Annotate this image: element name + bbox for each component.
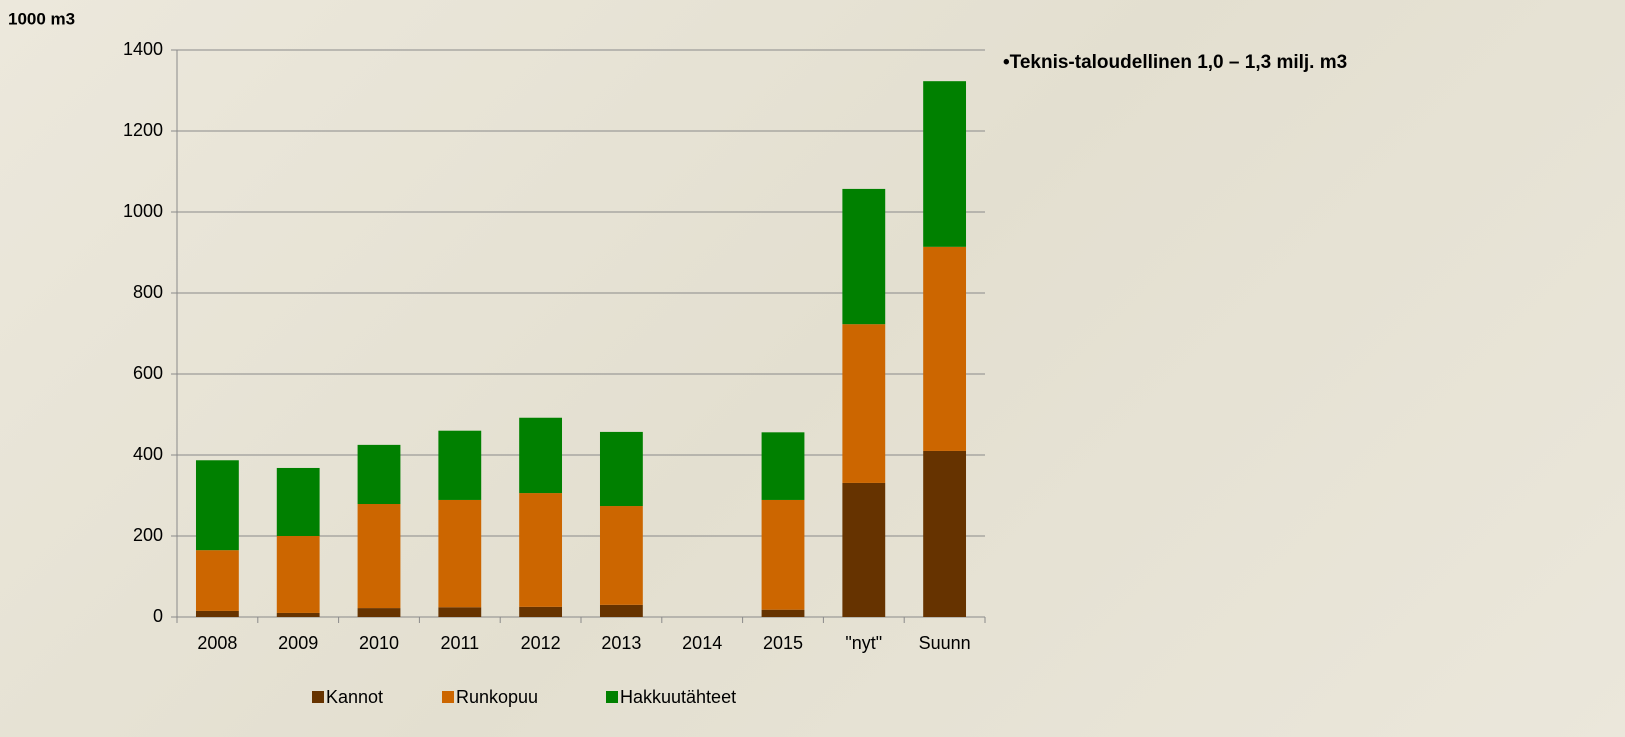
y-tick-label: 1000 xyxy=(123,201,163,221)
bar-segment xyxy=(519,493,563,607)
bar-segment xyxy=(438,430,482,500)
x-tick-label: 2010 xyxy=(359,633,399,653)
legend-label: Kannot xyxy=(326,687,383,707)
y-tick-label: 400 xyxy=(133,444,163,464)
x-tick-label: 2008 xyxy=(197,633,237,653)
bar-segment xyxy=(761,609,805,617)
legend-label: Hakkuutähteet xyxy=(620,687,736,707)
y-axis-label: 1000 m3 xyxy=(8,9,75,28)
x-tick-label: 2014 xyxy=(682,633,722,653)
bar-segment xyxy=(195,460,239,551)
x-tick-label: 2015 xyxy=(763,633,803,653)
y-tick-label: 600 xyxy=(133,363,163,383)
legend-label: Runkopuu xyxy=(456,687,538,707)
bar-segment xyxy=(438,607,482,617)
bar-segment xyxy=(599,604,643,617)
y-tick-label: 200 xyxy=(133,525,163,545)
bar-segment xyxy=(923,450,967,617)
x-tick-label: 2009 xyxy=(278,633,318,653)
y-tick-label: 1200 xyxy=(123,120,163,140)
bar-segment xyxy=(276,612,320,617)
bar-segment xyxy=(923,246,967,451)
bar-segment xyxy=(357,504,401,609)
bar-segment xyxy=(357,608,401,617)
bar-segment xyxy=(195,610,239,617)
bar-segment xyxy=(276,536,320,613)
bar-segment xyxy=(276,467,320,536)
bar-segment xyxy=(599,506,643,605)
legend-swatch xyxy=(606,691,618,703)
bar-segment xyxy=(761,432,805,500)
y-tick-label: 800 xyxy=(133,282,163,302)
bar-segment xyxy=(438,499,482,608)
y-tick-label: 1400 xyxy=(123,39,163,59)
bar-segment xyxy=(842,482,886,617)
x-tick-label: Suunn xyxy=(919,633,971,653)
bar-segment xyxy=(519,417,563,494)
bar-segment xyxy=(842,188,886,325)
bar-segment xyxy=(761,499,805,610)
bar-segment xyxy=(842,324,886,483)
x-tick-label: 2011 xyxy=(440,633,479,653)
annotation: •Teknis-taloudellinen 1,0 – 1,3 milj. m3 xyxy=(1003,52,1347,73)
bar-segment xyxy=(519,606,563,617)
x-tick-label: 2012 xyxy=(521,633,561,653)
legend-swatch xyxy=(442,691,454,703)
legend-swatch xyxy=(312,691,324,703)
bar-segment xyxy=(599,431,643,507)
x-tick-label: 2013 xyxy=(601,633,641,653)
y-tick-label: 0 xyxy=(153,606,163,626)
x-tick-label: "nyt" xyxy=(845,633,882,653)
bar-segment xyxy=(195,550,239,611)
bar-segment xyxy=(923,81,967,247)
bar-segment xyxy=(357,444,401,505)
